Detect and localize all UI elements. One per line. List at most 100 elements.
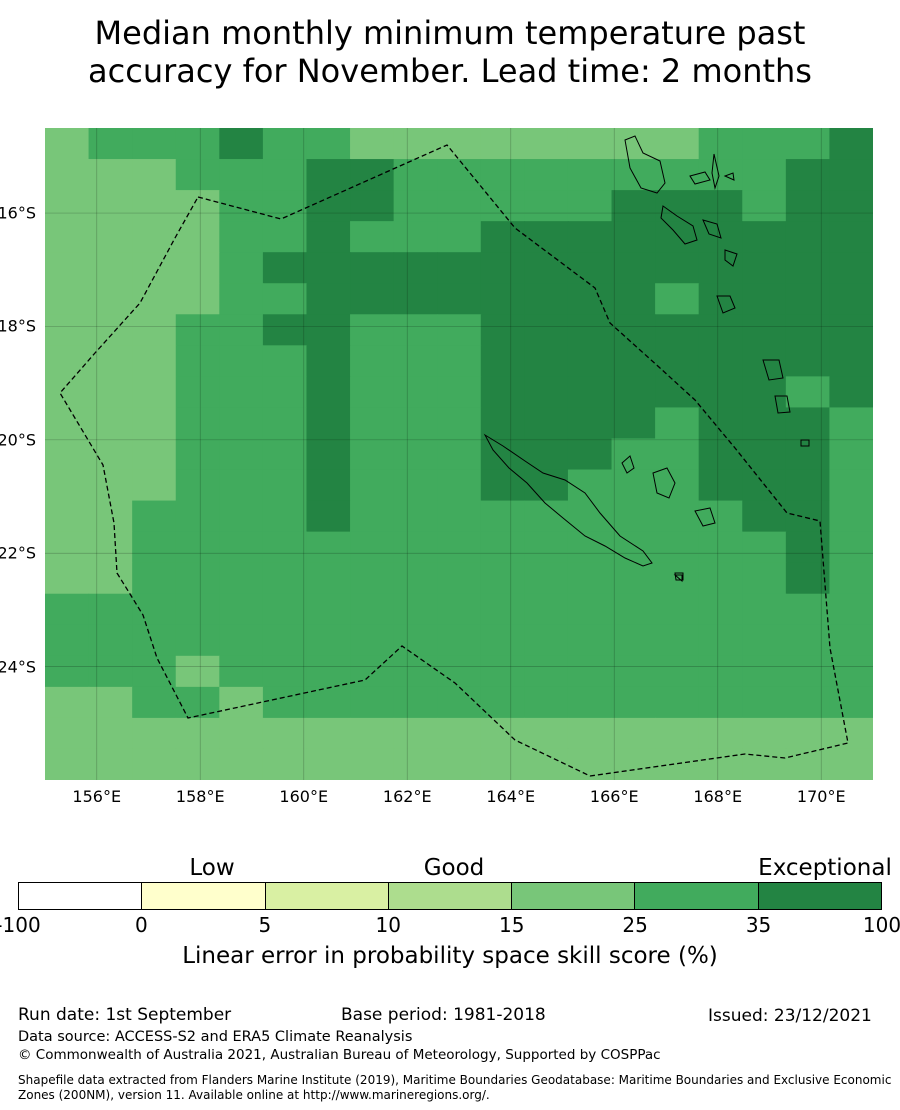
skill-cell: [480, 624, 525, 657]
skill-cell: [698, 500, 743, 533]
skill-cell: [742, 345, 787, 377]
skill-cell: [45, 562, 90, 595]
skill-cell: [88, 345, 133, 377]
skill-cell: [742, 438, 787, 471]
skill-cell: [350, 686, 395, 719]
skill-cell: [132, 469, 177, 502]
skill-cell: [306, 469, 351, 502]
skill-cell: [611, 128, 656, 160]
skill-cell: [437, 438, 482, 471]
skill-cell: [132, 593, 177, 626]
skill-cell: [393, 593, 438, 626]
category-low: Low: [189, 855, 235, 881]
skill-cell: [306, 593, 351, 626]
skill-cell: [88, 190, 133, 222]
skill-cell: [393, 655, 438, 688]
skill-cell: [829, 345, 873, 377]
skill-cell: [524, 314, 569, 346]
skill-cell: [742, 686, 787, 719]
skill-cell: [262, 252, 308, 284]
skill-cell: [45, 624, 90, 657]
skill-cell: [655, 407, 700, 440]
skill-cell: [611, 407, 656, 440]
skill-cell: [393, 159, 438, 191]
vanuatu-efate: [716, 295, 736, 314]
colorbar-tick: 5: [258, 913, 272, 937]
skill-cell: [393, 531, 438, 564]
skill-cell: [698, 345, 743, 377]
skill-cell: [393, 500, 438, 533]
skill-cell: [175, 469, 220, 502]
skill-cell: [437, 407, 482, 440]
vanuatu-maewo: [711, 153, 720, 190]
skill-cell: [132, 221, 177, 253]
skill-cell: [437, 717, 482, 750]
skill-cell: [306, 686, 351, 719]
skill-cell: [262, 314, 308, 346]
run-date: Run date: 1st September: [18, 1005, 232, 1025]
skill-cell: [742, 500, 787, 533]
skill-cell: [829, 593, 873, 626]
skill-cell: [655, 438, 700, 471]
skill-cell: [45, 283, 90, 315]
skill-cell: [45, 252, 90, 284]
skill-cell: [88, 376, 133, 409]
skill-cell: [350, 531, 395, 564]
skill-cell: [393, 407, 438, 440]
skill-cell: [88, 717, 133, 750]
skill-cell: [219, 655, 264, 688]
skill-cell: [567, 283, 613, 315]
colorbar-tick: 25: [622, 913, 648, 937]
skill-cell: [785, 717, 831, 750]
skill-cell: [785, 407, 831, 440]
skill-cell: [524, 469, 569, 502]
skill-cell: [742, 531, 787, 564]
skill-cell: [132, 252, 177, 284]
chart-title: Median monthly minimum temperature past …: [0, 14, 900, 90]
skill-cell: [611, 345, 656, 377]
skill-cell: [132, 376, 177, 409]
skill-cell: [219, 221, 264, 253]
skill-cell: [785, 593, 831, 626]
colorbar-tick: 0: [135, 913, 148, 937]
isle-of-pines: [674, 572, 684, 581]
skill-cell: [524, 655, 569, 688]
skill-cell: [567, 717, 613, 750]
skill-cell: [132, 686, 177, 719]
skill-cell: [88, 438, 133, 471]
skill-cell: [567, 190, 613, 222]
skill-cell: [742, 376, 787, 409]
skill-cell: [306, 562, 351, 595]
skill-cell: [175, 717, 220, 750]
skill-cell: [437, 748, 482, 780]
skill-cell: [219, 407, 264, 440]
skill-cell: [219, 500, 264, 533]
skill-cell: [698, 128, 743, 160]
skill-cell: [88, 686, 133, 719]
longitude-label: 160°E: [279, 787, 329, 806]
skill-cell: [45, 686, 90, 719]
skill-cell: [480, 500, 525, 533]
colorbar-segment: [19, 883, 143, 909]
skill-cell: [524, 624, 569, 657]
skill-cell: [829, 283, 873, 315]
skill-cell: [132, 748, 177, 780]
skill-cell: [45, 190, 90, 222]
skill-cell: [829, 128, 873, 160]
longitude-label: 166°E: [589, 787, 639, 806]
skill-cell: [175, 624, 220, 657]
skill-cell: [611, 252, 656, 284]
skill-cell: [829, 531, 873, 564]
vanuatu-aneityum: [800, 439, 810, 447]
skill-cell: [219, 469, 264, 502]
skill-cell: [262, 655, 308, 688]
loyalty-island-1: [621, 455, 635, 474]
skill-cell: [524, 748, 569, 780]
skill-cell: [655, 717, 700, 750]
loyalty-island-3: [694, 507, 716, 527]
colorbar-segment: [142, 883, 266, 909]
skill-cell: [262, 407, 308, 440]
skill-cell: [175, 314, 220, 346]
skill-cell: [655, 500, 700, 533]
skill-cell: [524, 376, 569, 409]
